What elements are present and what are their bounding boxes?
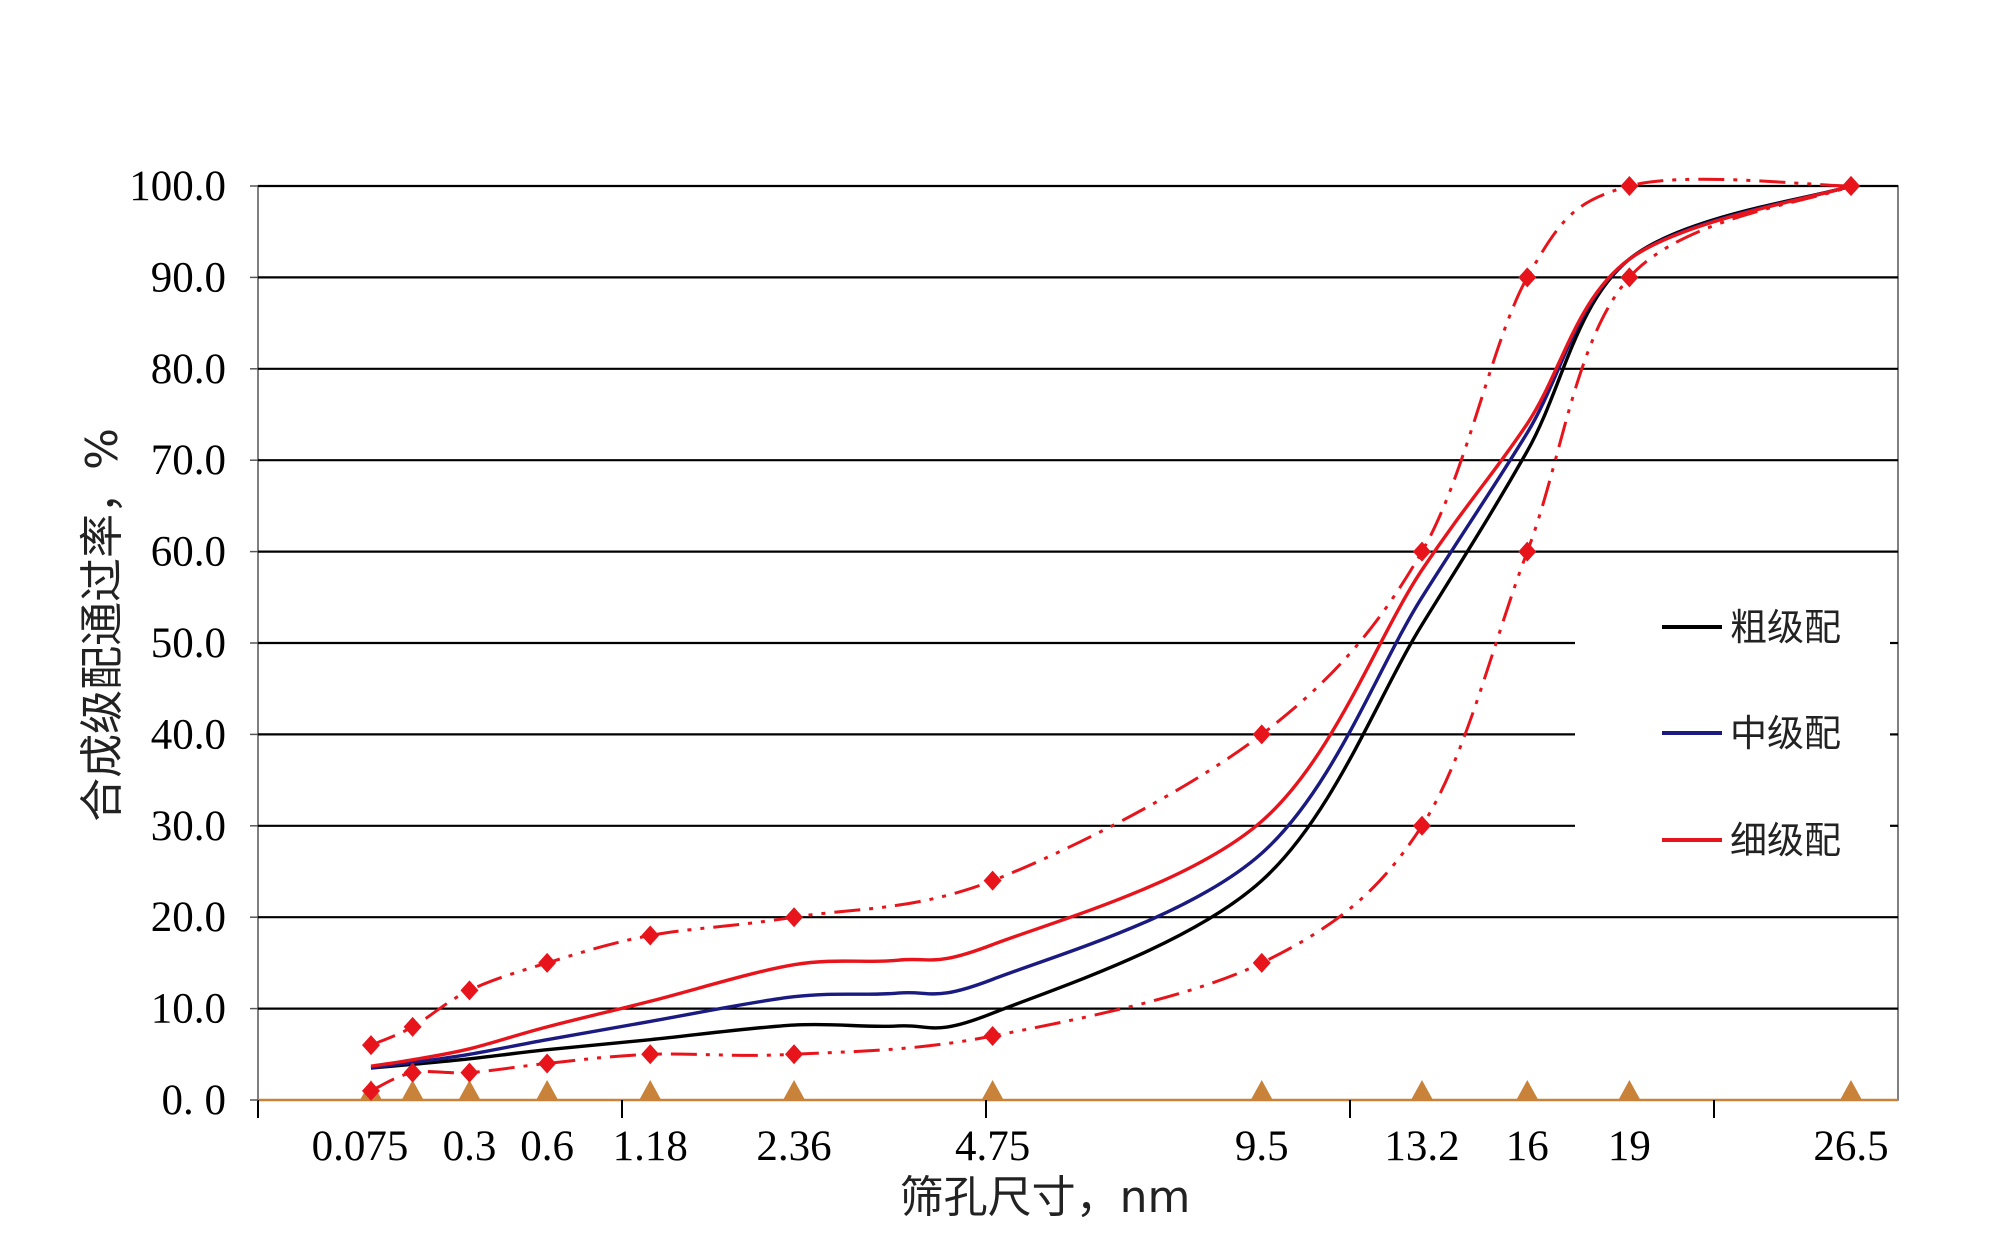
x-tick-label: 0.3 bbox=[443, 1123, 497, 1170]
limit-point-lower bbox=[1252, 952, 1271, 973]
sieve-marker bbox=[536, 1080, 559, 1100]
legend-label: 粗级配 bbox=[1730, 606, 1841, 649]
y-tick-label: 80.0 bbox=[151, 346, 226, 393]
y-axis-title: 合成级配通过率，% bbox=[77, 428, 128, 822]
limit-point-lower bbox=[460, 1062, 479, 1083]
x-tick-label: 0.6 bbox=[520, 1123, 574, 1170]
limit-point-lower bbox=[1412, 815, 1431, 836]
tick-layer: 0. 0 10.0 20.0 30.0 40.0 50.0 60.0 70.0 80.0 90.0… bbox=[129, 163, 1888, 1170]
sieve-marker bbox=[1250, 1080, 1273, 1100]
y-tick-label: 70.0 bbox=[151, 437, 226, 484]
limit-point-lower bbox=[1518, 541, 1537, 562]
y-tick-label: 60.0 bbox=[151, 529, 226, 576]
limit-point-upper bbox=[983, 870, 1002, 891]
series-line bbox=[370, 184, 1852, 1068]
y-tick-label: 40.0 bbox=[151, 711, 226, 758]
series-line bbox=[370, 184, 1852, 1070]
sieve-marker bbox=[1410, 1080, 1433, 1100]
y-tick-label: 90.0 bbox=[151, 254, 226, 301]
limit-point-lower bbox=[403, 1062, 422, 1083]
limit-point-upper bbox=[362, 1035, 380, 1056]
sieve-marker bbox=[783, 1080, 806, 1100]
y-tick-label: 0. 0 bbox=[162, 1077, 227, 1124]
sieve-marker bbox=[981, 1080, 1004, 1100]
y-tick-label: 50.0 bbox=[151, 620, 226, 667]
limit-point-upper bbox=[641, 925, 660, 946]
legend-label: 中级配 bbox=[1730, 712, 1841, 755]
x-tick-label: 0.075 bbox=[312, 1123, 409, 1170]
y-tick-label: 30.0 bbox=[151, 803, 226, 850]
limit-point-upper bbox=[538, 952, 557, 973]
y-tick-label: 100.0 bbox=[129, 163, 226, 210]
limit-point-lower bbox=[785, 1044, 804, 1065]
sieve-marker bbox=[401, 1080, 424, 1100]
sieve-marker bbox=[1618, 1080, 1641, 1100]
x-tick-label: 1.18 bbox=[613, 1123, 688, 1170]
limit-point-upper bbox=[403, 1016, 422, 1037]
limit-point-upper bbox=[1252, 724, 1271, 745]
x-axis-title: 筛孔尺寸，nm bbox=[900, 1172, 1191, 1223]
y-tick-label: 20.0 bbox=[151, 894, 226, 941]
marker-layer bbox=[360, 176, 1862, 1101]
limit-curve-lower bbox=[370, 184, 1852, 1093]
limit-point-upper bbox=[460, 980, 479, 1001]
x-tick-label: 2.36 bbox=[756, 1123, 831, 1170]
sieve-marker bbox=[458, 1080, 481, 1100]
limit-point-lower bbox=[362, 1080, 380, 1101]
limit-point-upper bbox=[785, 907, 804, 928]
limit-point-lower bbox=[983, 1026, 1002, 1047]
limit-point-upper bbox=[1518, 267, 1537, 288]
y-tick-label: 10.0 bbox=[151, 986, 226, 1033]
x-tick-label: 26.5 bbox=[1813, 1123, 1888, 1170]
x-tick-label: 9.5 bbox=[1235, 1123, 1289, 1170]
series-line bbox=[370, 184, 1852, 1070]
x-tick-label: 19 bbox=[1608, 1123, 1651, 1170]
limit-point-upper bbox=[1620, 176, 1639, 196]
limit-point-lower bbox=[1842, 176, 1860, 196]
x-tick-label: 4.75 bbox=[955, 1123, 1030, 1170]
limit-point-lower bbox=[641, 1044, 660, 1065]
x-tick-label: 13.2 bbox=[1384, 1123, 1459, 1170]
limit-point-lower bbox=[538, 1053, 557, 1074]
limit-point-upper bbox=[1412, 541, 1431, 562]
sieve-marker bbox=[639, 1080, 662, 1100]
limit-curve-upper bbox=[370, 177, 1852, 1047]
grid-layer bbox=[250, 184, 1899, 1118]
curve-layer bbox=[370, 177, 1852, 1093]
legend-label: 细级配 bbox=[1730, 819, 1841, 862]
sieve-marker bbox=[1840, 1080, 1862, 1100]
x-tick-label: 16 bbox=[1506, 1123, 1549, 1170]
sieve-marker bbox=[1516, 1080, 1539, 1100]
limit-point-lower bbox=[1620, 267, 1639, 288]
